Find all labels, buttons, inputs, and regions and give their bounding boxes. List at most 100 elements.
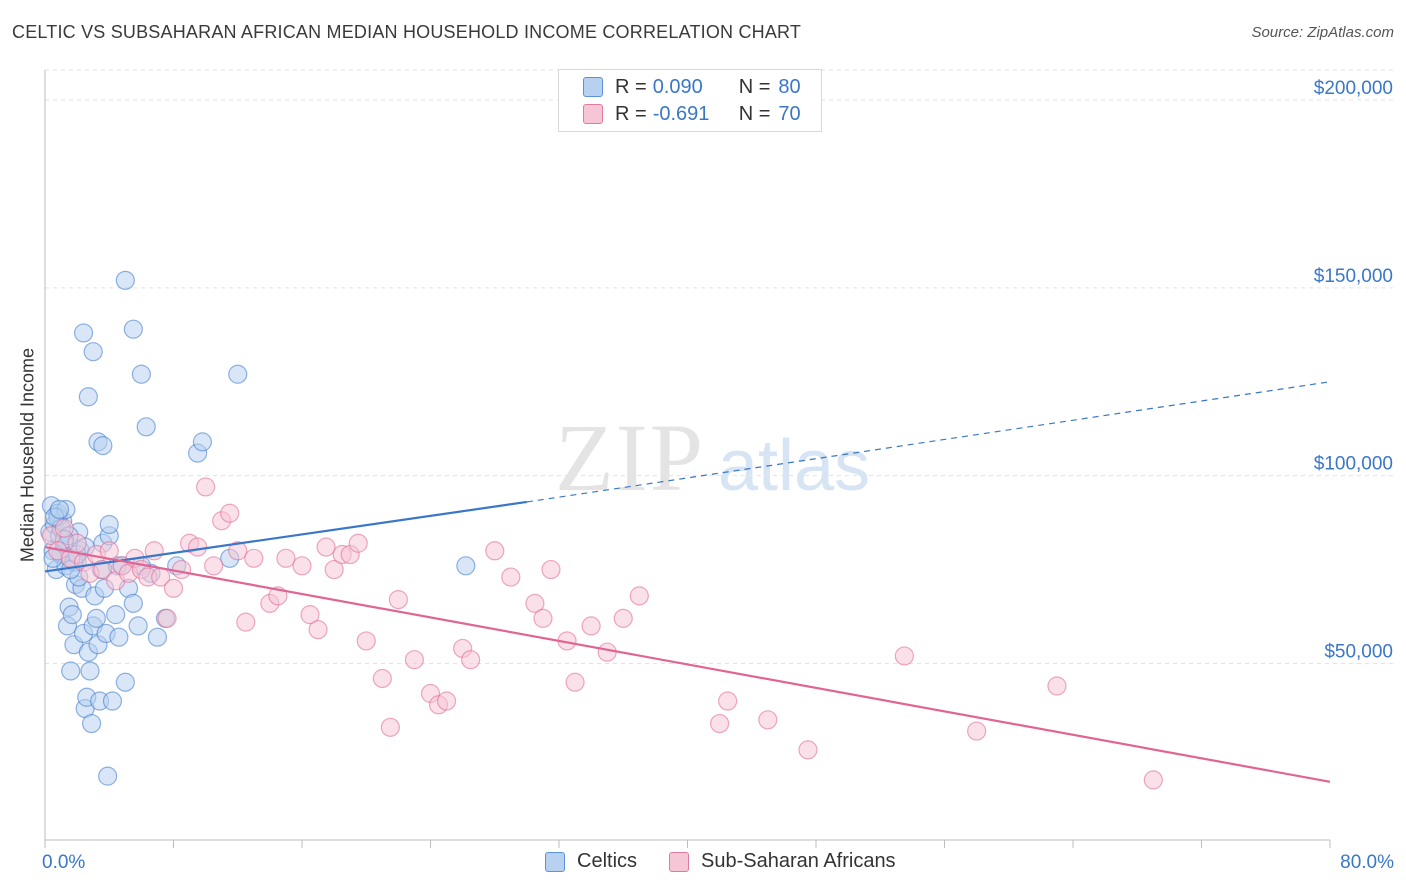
stats-row-subsaharan: R = -0.691 N = 70 bbox=[583, 101, 801, 127]
subsaharan-point bbox=[276, 548, 296, 568]
celtics-point bbox=[106, 605, 126, 625]
subsaharan-point bbox=[894, 646, 914, 666]
r-label: R = bbox=[615, 102, 647, 125]
r-value: -0.691 bbox=[652, 102, 710, 125]
celtics-point bbox=[102, 691, 123, 711]
r-label: R = bbox=[615, 75, 647, 98]
watermark-atlas: atlas bbox=[718, 426, 870, 506]
stats-row-celtics: R = 0.090 N = 80 bbox=[583, 74, 801, 100]
subsaharan-legend-swatch bbox=[669, 851, 689, 872]
subsaharan-point bbox=[565, 672, 585, 692]
subsaharan-point bbox=[1143, 770, 1163, 790]
legend-label-subsaharan: Sub-Saharan Africans bbox=[701, 850, 896, 872]
subsaharan-point bbox=[597, 642, 617, 662]
subsaharan-swatch bbox=[583, 104, 603, 124]
celtics-point bbox=[123, 319, 143, 339]
y-tick-label: $150,000 bbox=[1314, 266, 1393, 287]
y-tick-label: $100,000 bbox=[1314, 454, 1393, 475]
celtics-point bbox=[456, 556, 476, 576]
celtics-point bbox=[136, 417, 156, 437]
y-tick-labels: $50,000 $100,000 $150,000 $200,000 bbox=[1314, 78, 1393, 662]
legend-item-celtics[interactable]: Celtics bbox=[545, 850, 637, 873]
y-axis-label: Median Household Income bbox=[17, 347, 38, 563]
subsaharan-point bbox=[292, 556, 312, 576]
subsaharan-point bbox=[710, 713, 730, 734]
celtics-point bbox=[147, 627, 168, 647]
celtics-point bbox=[99, 514, 119, 535]
subsaharan-point bbox=[356, 631, 376, 651]
legend-label-celtics: Celtics bbox=[577, 850, 638, 872]
source-credit: Source: ZipAtlas.com bbox=[1251, 24, 1394, 41]
celtics-point bbox=[93, 436, 113, 456]
legend-item-subsaharan[interactable]: Sub-Saharan Africans bbox=[669, 850, 896, 873]
celtics-point bbox=[123, 593, 143, 613]
subsaharan-point bbox=[372, 668, 392, 689]
subsaharan-point bbox=[171, 559, 192, 580]
subsaharan-point bbox=[404, 650, 425, 670]
subsaharan-point bbox=[1047, 676, 1067, 696]
celtics-legend-swatch bbox=[545, 851, 565, 872]
gridlines bbox=[45, 69, 1395, 664]
celtics-point bbox=[83, 342, 103, 362]
subsaharan-point bbox=[220, 503, 240, 523]
subsaharan-point bbox=[67, 533, 87, 553]
subsaharan-point bbox=[461, 650, 481, 670]
subsaharan-point bbox=[541, 559, 561, 580]
subsaharan-point bbox=[196, 477, 216, 497]
trend-lines bbox=[44, 381, 1331, 783]
celtics-point bbox=[62, 605, 82, 625]
data-points bbox=[40, 270, 1163, 790]
subsaharan-point bbox=[380, 717, 400, 737]
subsaharan-point bbox=[228, 541, 248, 561]
subsaharan-point bbox=[501, 567, 521, 587]
subsaharan-point bbox=[613, 608, 633, 628]
celtics-point bbox=[228, 364, 248, 384]
subsaharan-point bbox=[629, 586, 649, 606]
celtics-point bbox=[128, 616, 148, 636]
y-tick-label: $200,000 bbox=[1314, 78, 1393, 99]
celtics-point bbox=[115, 270, 135, 290]
celtics-trend-line bbox=[44, 500, 528, 573]
celtics-point bbox=[98, 766, 118, 786]
series-legend: Celtics Sub-Saharan Africans bbox=[0, 850, 1406, 878]
celtics-point bbox=[192, 432, 213, 452]
r-value: 0.090 bbox=[652, 75, 703, 98]
celtics-point bbox=[86, 608, 107, 628]
celtics-point bbox=[78, 387, 98, 407]
subsaharan-point bbox=[300, 605, 320, 625]
celtics-point bbox=[80, 661, 100, 681]
subsaharan-point bbox=[348, 533, 368, 553]
celtics-trend-extension bbox=[526, 381, 1331, 503]
subsaharan-point bbox=[316, 537, 336, 557]
subsaharan-point bbox=[236, 612, 256, 632]
subsaharan-point bbox=[967, 721, 987, 741]
subsaharan-trend-line bbox=[44, 545, 1331, 783]
subsaharan-point bbox=[93, 559, 113, 580]
subsaharan-point bbox=[485, 541, 505, 561]
subsaharan-point bbox=[324, 559, 344, 580]
x-tick-label-min: 0.0% bbox=[42, 852, 86, 873]
subsaharan-point bbox=[581, 616, 601, 636]
y-tick-label: $50,000 bbox=[1324, 641, 1393, 662]
x-tick-label-max: 80.0% bbox=[1340, 852, 1394, 873]
n-label: N = bbox=[738, 75, 771, 98]
watermark: ZIP atlas bbox=[555, 404, 870, 511]
subsaharan-point bbox=[388, 590, 408, 610]
watermark-zip: ZIP bbox=[555, 404, 705, 511]
subsaharan-point bbox=[758, 710, 778, 730]
subsaharan-point bbox=[157, 608, 177, 628]
subsaharan-point bbox=[244, 548, 264, 568]
celtics-point bbox=[49, 499, 70, 520]
n-label: N = bbox=[738, 102, 771, 125]
celtics-point bbox=[109, 627, 129, 647]
subsaharan-point bbox=[525, 593, 545, 613]
chart-title: CELTIC VS SUBSAHARAN AFRICAN MEDIAN HOUS… bbox=[12, 22, 802, 42]
n-value: 80 bbox=[778, 75, 801, 98]
subsaharan-point bbox=[436, 691, 457, 711]
celtics-point bbox=[115, 672, 135, 692]
subsaharan-point bbox=[718, 691, 738, 711]
subsaharan-point bbox=[204, 556, 224, 576]
axes bbox=[44, 70, 1331, 848]
celtics-point bbox=[73, 323, 94, 343]
